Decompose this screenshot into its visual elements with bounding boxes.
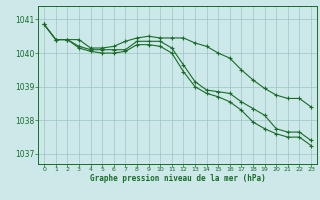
X-axis label: Graphe pression niveau de la mer (hPa): Graphe pression niveau de la mer (hPa) <box>90 174 266 183</box>
